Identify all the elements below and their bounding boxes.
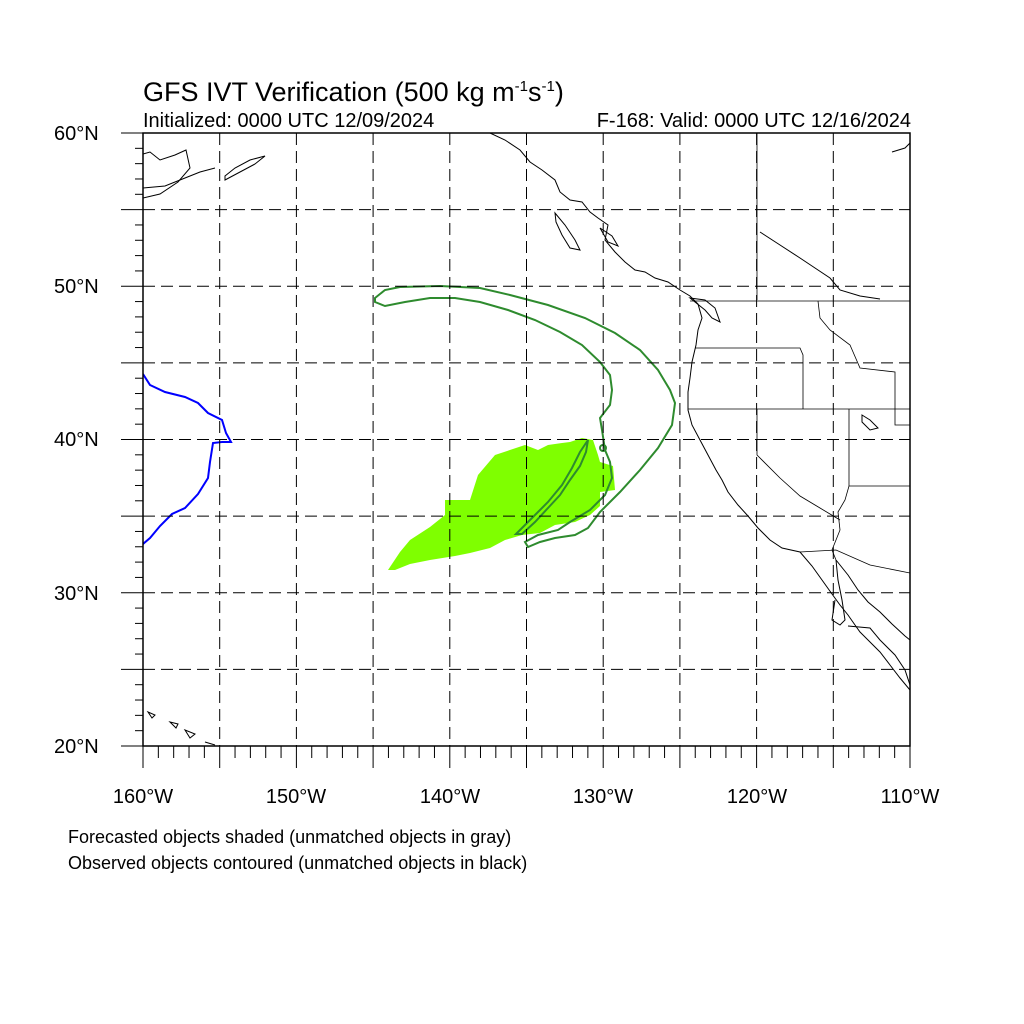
- coastlines: [143, 133, 910, 746]
- forecast-ivt-object: [388, 438, 615, 570]
- legend-note-forecast: Forecasted objects shaded (unmatched obj…: [68, 827, 512, 847]
- map-gridlines: [143, 133, 910, 746]
- map-title: GFS IVT Verification (500 kg m-1s-1): [143, 70, 564, 109]
- political-borders: [688, 133, 910, 574]
- init-time: Initialized: 0000 UTC 12/09/2024: [143, 110, 435, 132]
- lat-label-50n: 50°N: [54, 276, 99, 298]
- lon-label-140w: 140°W: [419, 786, 481, 808]
- title-sup2: -1: [541, 78, 555, 95]
- axis-ticks: [121, 132, 911, 768]
- lon-label-150w: 150°W: [265, 786, 327, 808]
- lon-label-130w: 130°W: [572, 786, 634, 808]
- lat-label-20n: 20°N: [54, 736, 99, 758]
- title-mid: s: [528, 77, 542, 107]
- lon-label-110w: 110°W: [880, 786, 940, 808]
- lat-label-30n: 30°N: [54, 583, 99, 605]
- observed-ivt-contour: [374, 284, 677, 549]
- lat-label-40n: 40°N: [54, 429, 99, 451]
- lon-label-160w: 160°W: [112, 786, 174, 808]
- unmatched-observed-contour: [143, 373, 233, 545]
- lat-label-60n: 60°N: [54, 123, 99, 145]
- title-end: ): [554, 77, 564, 107]
- legend-note-observed: Observed objects contoured (unmatched ob…: [68, 853, 528, 873]
- title-sup1: -1: [514, 78, 528, 95]
- title-main: GFS IVT Verification (500 kg m: [143, 77, 515, 107]
- valid-time: F-168: Valid: 0000 UTC 12/16/2024: [596, 110, 911, 132]
- lon-label-120w: 120°W: [726, 786, 788, 808]
